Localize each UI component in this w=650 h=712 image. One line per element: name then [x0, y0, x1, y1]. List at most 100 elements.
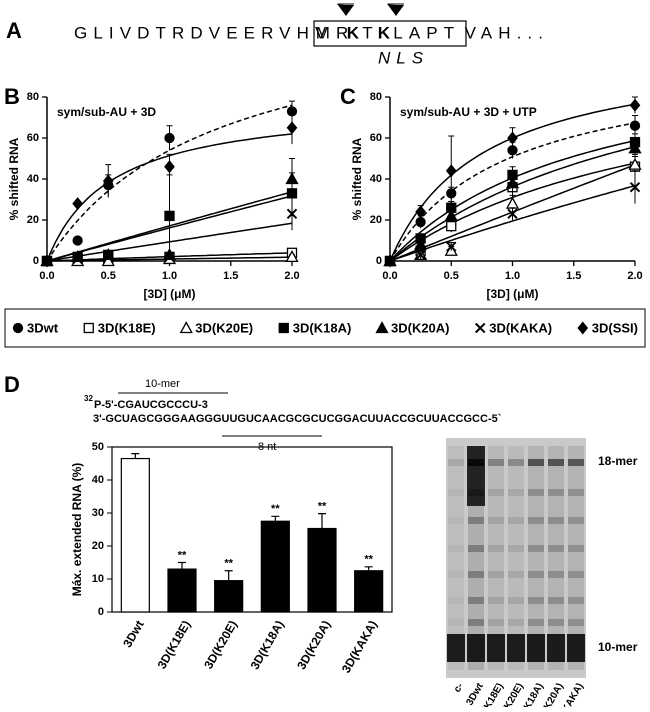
- band: [528, 545, 544, 552]
- legend-label: 3D(K20A): [391, 320, 450, 335]
- band: [447, 634, 465, 662]
- legend-label: 3D(SSI): [592, 320, 638, 335]
- point: [384, 254, 396, 268]
- lane: [488, 446, 504, 670]
- lane: [508, 446, 524, 670]
- point: [285, 172, 299, 185]
- band: [548, 545, 564, 552]
- band: [468, 545, 484, 552]
- band: [448, 489, 464, 496]
- x-tick-label: 3D(K20E): [201, 618, 240, 671]
- point: [72, 197, 83, 211]
- nls-box: [313, 20, 467, 47]
- error-bar: [178, 561, 186, 570]
- band: [508, 597, 524, 604]
- point: [286, 208, 298, 220]
- x-tick-label: 2.0: [284, 270, 299, 282]
- band: [488, 517, 504, 524]
- plot-frame: [111, 446, 393, 613]
- legend-label: 3D(K18A): [293, 320, 352, 335]
- sequence-segment: VAH...: [465, 23, 549, 42]
- band-label: 18-mer: [598, 454, 638, 468]
- error-bar: [131, 453, 140, 459]
- band: [468, 597, 484, 604]
- band: [548, 489, 564, 496]
- y-axis-label: % shifted RNA: [350, 137, 364, 220]
- bar: [214, 580, 244, 613]
- x-tick-label: 3D(K18A): [248, 618, 287, 672]
- x-axis-label: [3D] (μM): [144, 287, 196, 301]
- band: [568, 571, 584, 578]
- band: [547, 634, 565, 662]
- lane-label: c-: [452, 681, 466, 694]
- legend-item: 3D(K18E): [83, 320, 156, 335]
- legend-label: 3D(K18E): [98, 320, 156, 335]
- arrow-bars: [337, 3, 404, 5]
- point: [164, 251, 175, 263]
- legend-item: 3D(KAKA): [475, 320, 552, 335]
- bar: [307, 527, 337, 613]
- error-bar: [364, 566, 373, 571]
- y-tick-label: 80: [370, 91, 382, 103]
- band: [528, 459, 544, 466]
- legend-box: [4, 308, 646, 348]
- x-tick-label: 0.5: [101, 270, 116, 282]
- point: [41, 254, 53, 268]
- y-tick-label: 60: [27, 132, 39, 144]
- point: [103, 251, 114, 263]
- significance: **: [318, 501, 327, 513]
- inset-title: sym/sub-AU + 3D + UTP: [400, 105, 537, 119]
- significance: **: [364, 554, 373, 566]
- y-tick-label: 60: [370, 132, 382, 144]
- band: [488, 619, 504, 626]
- inset-title: sym/sub-AU + 3D: [57, 105, 156, 119]
- band: [548, 459, 564, 466]
- band: [568, 459, 584, 466]
- legend-marker: [577, 321, 589, 335]
- band: [567, 634, 585, 662]
- y-tick-label: 80: [27, 91, 39, 103]
- error-bar: [318, 513, 326, 529]
- point: [628, 141, 642, 154]
- panel-label: A: [6, 18, 22, 43]
- band: [508, 459, 524, 466]
- lane: [528, 446, 544, 670]
- point: [72, 235, 83, 246]
- band: [448, 597, 464, 604]
- x-tick-label: 3Dwt: [120, 618, 146, 650]
- y-tick-label: 10: [92, 573, 104, 585]
- point: [164, 210, 175, 222]
- point: [446, 220, 457, 232]
- y-tick-label: 0: [376, 255, 382, 267]
- band: [507, 634, 525, 662]
- legend-label: 3D(KAKA): [489, 320, 552, 335]
- y-tick-label: 30: [92, 507, 104, 519]
- band: [568, 489, 584, 496]
- point: [286, 121, 298, 135]
- band: [448, 619, 464, 626]
- bar: [120, 457, 150, 613]
- point: [415, 249, 426, 261]
- band: [528, 489, 544, 496]
- legend-marker: [179, 321, 193, 334]
- legend-item: 3D(K20E): [179, 320, 253, 335]
- lane: [548, 446, 564, 670]
- band: [528, 597, 544, 604]
- point: [446, 241, 457, 252]
- band: [528, 619, 544, 626]
- point: [629, 181, 641, 193]
- fit-curve: [389, 184, 636, 262]
- panel-label: B: [4, 84, 20, 109]
- y-tick-label: 20: [370, 214, 382, 226]
- point: [445, 164, 457, 178]
- error-bar: [271, 515, 280, 522]
- legend-item: 3D(K18A): [278, 320, 352, 335]
- gel-image: [446, 438, 586, 678]
- x-tick-label: 1.5: [223, 270, 238, 282]
- x-tick-label: 1.5: [566, 270, 581, 282]
- y-tick-label: 40: [92, 474, 104, 486]
- point: [444, 209, 458, 222]
- legend-item: 3D(SSI): [577, 320, 638, 335]
- x-tick-label: 3D(K18E): [155, 618, 194, 671]
- point: [629, 120, 641, 131]
